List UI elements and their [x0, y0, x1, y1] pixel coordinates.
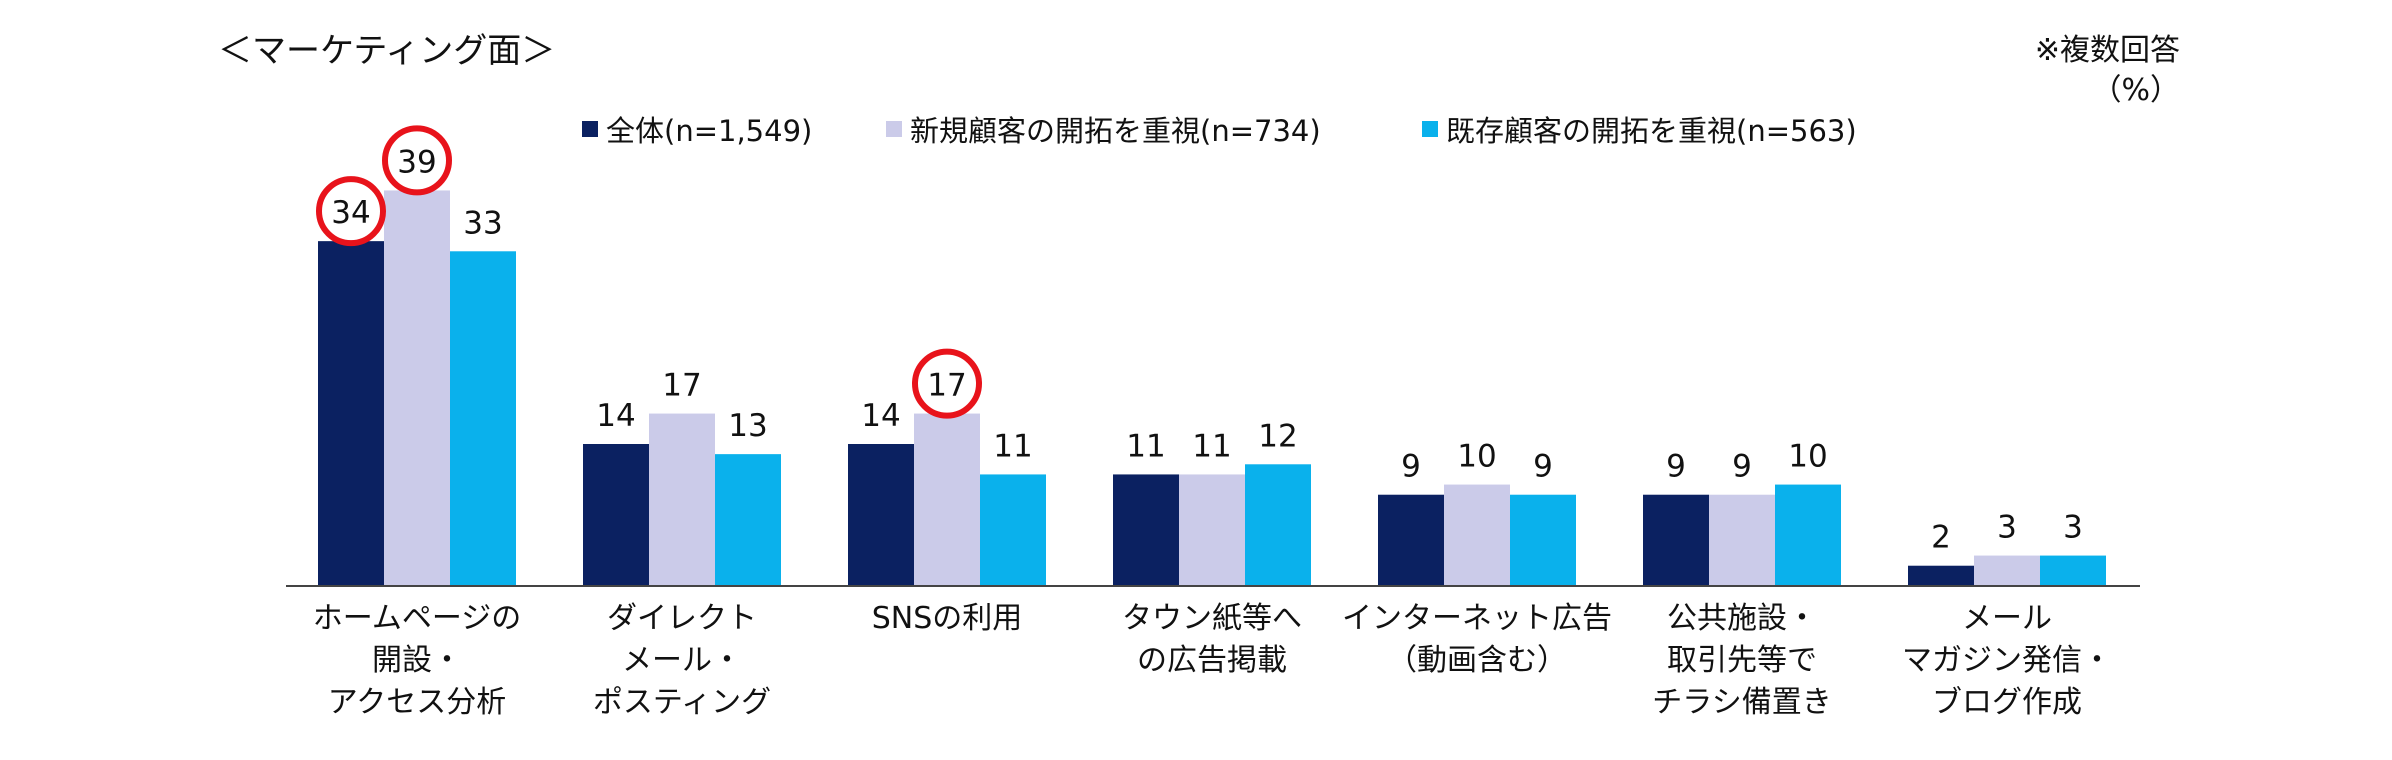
legend-swatch-3: [1422, 121, 1438, 137]
bar-value-label-1-3: 33: [463, 205, 502, 241]
bar-1-series-3: [450, 251, 516, 587]
bar-7-series-2: [1974, 555, 2040, 586]
bar-5-series-1: [1378, 494, 1444, 586]
bar-value-label-1-1: 34: [331, 195, 370, 231]
bar-value-label-6-2: 9: [1732, 449, 1752, 485]
highlight-circle-group: [316, 125, 982, 419]
bar-value-label-2-1: 14: [596, 398, 635, 434]
category-label-6: 公共施設・取引先等でチラシ備置き: [1652, 601, 1831, 720]
bar-4-series-3: [1245, 464, 1311, 586]
bar-2-series-3: [715, 454, 781, 586]
category-label-line: （動画含む）: [1387, 643, 1567, 678]
bar-value-label-6-1: 9: [1666, 449, 1686, 485]
category-label-line: ホームページの: [313, 601, 522, 636]
category-label-line: 公共施設・: [1667, 601, 1817, 636]
bar-value-label-6-3: 10: [1788, 439, 1827, 475]
category-label-line: インターネット広告: [1342, 601, 1612, 636]
category-label-line: メール: [1962, 601, 2052, 636]
legend: 全体(n=1,549) 新規顧客の開拓を重視(n=734) 既存顧客の開拓を重視(n…: [582, 114, 1857, 148]
category-label-2: ダイレクトメール・ポスティング: [593, 601, 771, 720]
category-label-line: 開設・: [372, 643, 462, 678]
category-label-line: アクセス分析: [328, 685, 507, 720]
unit-label: （%）: [2091, 73, 2180, 108]
bar-value-label-5-3: 9: [1533, 449, 1553, 485]
category-label-line: SNSの利用: [872, 601, 1023, 636]
category-label-line: の広告掲載: [1137, 643, 1287, 678]
legend-swatch-1: [582, 121, 598, 137]
bar-value-label-4-1: 11: [1126, 428, 1165, 464]
bar-5-series-2: [1444, 484, 1510, 586]
bar-series-group: [318, 190, 2106, 587]
bar-7-series-1: [1908, 565, 1974, 586]
chart-title: ＜マーケティング面＞: [218, 31, 555, 71]
category-label-line: メール・: [622, 643, 742, 678]
bar-6-series-2: [1709, 494, 1775, 586]
bar-value-label-3-3: 11: [993, 428, 1032, 464]
bar-1-series-2: [384, 190, 450, 586]
category-label-1: ホームページの開設・アクセス分析: [313, 601, 522, 720]
category-label-line: ダイレクト: [607, 601, 757, 636]
category-label-line: ブログ作成: [1932, 685, 2082, 720]
multiple-answer-note: ※複数回答: [2035, 33, 2180, 68]
highlight-circle-3: [912, 348, 982, 419]
category-label-line: ポスティング: [593, 685, 771, 720]
bar-3-series-3: [980, 474, 1046, 586]
bar-6-series-1: [1643, 494, 1709, 586]
highlight-circle-1: [316, 176, 386, 247]
bar-3-series-2: [914, 413, 980, 586]
legend-swatch-2: [886, 121, 902, 137]
bar-value-label-7-1: 2: [1931, 520, 1951, 556]
bar-3-series-1: [848, 444, 914, 586]
legend-label-1: 全体(n=1,549): [606, 114, 812, 148]
category-label-line: 取引先等で: [1667, 643, 1817, 678]
legend-label-2: 新規顧客の開拓を重視(n=734): [910, 114, 1321, 148]
bar-value-label-7-3: 3: [2063, 510, 2083, 546]
category-label-4: タウン紙等への広告掲載: [1122, 601, 1302, 678]
bar-5-series-3: [1510, 494, 1576, 586]
category-label-5: インターネット広告 （動画含む）: [1342, 601, 1612, 678]
bar-value-label-2-3: 13: [728, 408, 767, 444]
bar-value-label-2-2: 17: [662, 368, 701, 404]
category-label-line: タウン紙等へ: [1122, 601, 1302, 636]
bar-2-series-2: [649, 413, 715, 586]
category-label-3: SNSの利用: [872, 601, 1023, 636]
bar-value-label-3-1: 14: [861, 398, 900, 434]
highlight-circle-2: [382, 125, 452, 196]
bar-value-label-3-2: 17: [927, 368, 966, 404]
bar-value-label-5-1: 9: [1401, 449, 1421, 485]
category-label-line: マガジン発信・: [1902, 643, 2112, 678]
bar-value-label-4-3: 12: [1258, 418, 1297, 454]
bar-1-series-1: [318, 241, 384, 586]
bar-value-label-1-2: 39: [397, 144, 436, 180]
bar-2-series-1: [583, 444, 649, 586]
bar-6-series-3: [1775, 484, 1841, 586]
bar-7-series-3: [2040, 555, 2106, 586]
legend-label-3: 既存顧客の開拓を重視(n=563): [1446, 114, 1857, 148]
bar-value-label-7-2: 3: [1997, 510, 2017, 546]
category-label-7: メールマガジン発信・ブログ作成: [1902, 601, 2112, 720]
bar-4-series-1: [1113, 474, 1179, 586]
bar-4-series-2: [1179, 474, 1245, 586]
category-label-line: チラシ備置き: [1652, 685, 1831, 720]
bar-value-label-5-2: 10: [1457, 439, 1496, 475]
bar-value-label-4-2: 11: [1192, 428, 1231, 464]
